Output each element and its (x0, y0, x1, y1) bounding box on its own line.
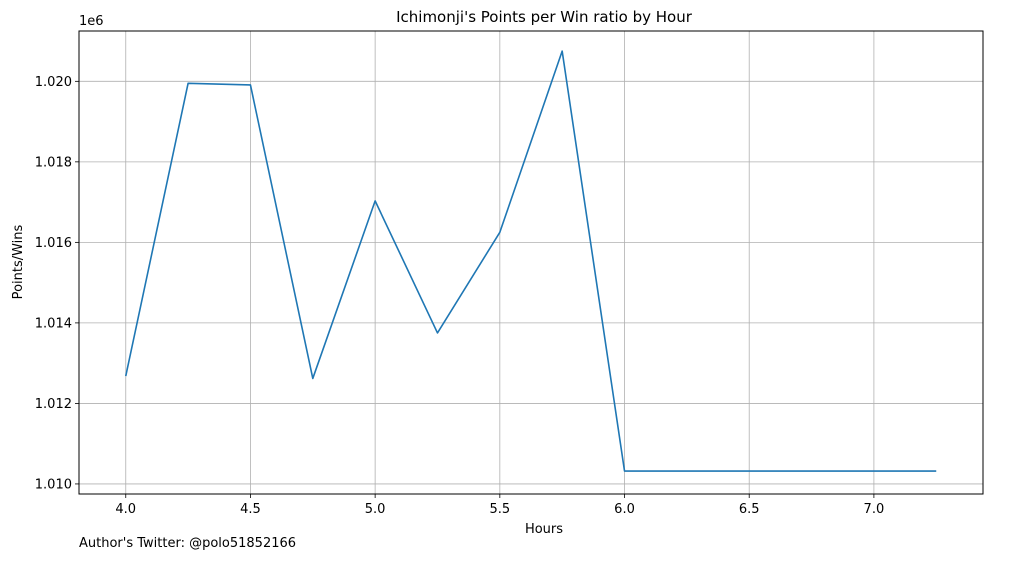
y-axis: 1.010 1.012 1.014 1.016 1.018 1.020 (35, 75, 79, 492)
x-axis: 4.0 4.5 5.0 5.5 6.0 6.5 7.0 (115, 494, 884, 517)
grid-lines (79, 31, 983, 494)
author-credit: Author's Twitter: @polo51852166 (79, 536, 297, 551)
y-tick-label: 1.016 (35, 236, 72, 251)
x-tick-label: 5.5 (489, 502, 510, 517)
x-tick-label: 6.5 (739, 502, 760, 517)
series-line (124, 50, 937, 472)
x-tick-label: 4.5 (240, 502, 261, 517)
y-tick-label: 1.012 (35, 397, 72, 412)
y-tick-label: 1.020 (35, 75, 72, 90)
y-axis-offset-label: 1e6 (79, 14, 104, 29)
x-tick-label: 7.0 (864, 502, 885, 517)
series-layer (124, 50, 937, 472)
x-tick-label: 6.0 (614, 502, 635, 517)
x-tick-label: 4.0 (115, 502, 136, 517)
y-axis-label: Points/Wins (11, 224, 26, 299)
x-axis-label: Hours (525, 522, 563, 537)
x-tick-label: 5.0 (365, 502, 386, 517)
y-tick-label: 1.014 (35, 316, 72, 331)
chart-title: Ichimonji's Points per Win ratio by Hour (396, 8, 693, 26)
y-tick-label: 1.010 (35, 477, 72, 492)
plot-frame (78, 30, 984, 495)
y-tick-label: 1.018 (35, 155, 72, 170)
